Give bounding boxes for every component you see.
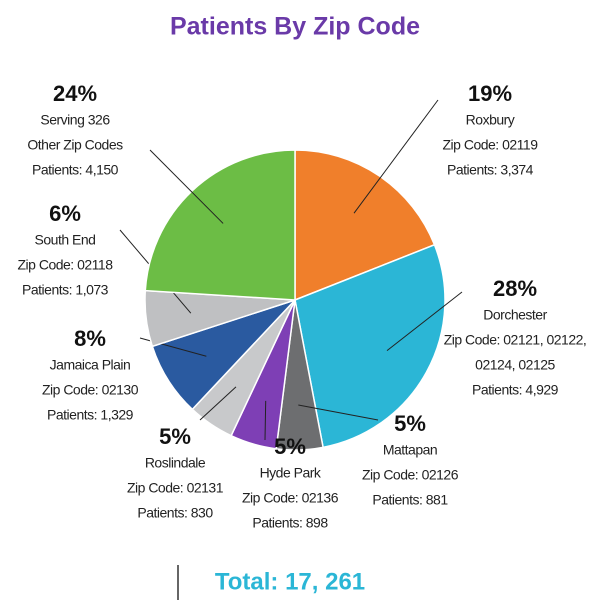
- category-label: Serving 326: [40, 112, 110, 128]
- detail-label: Patients: 1,329: [47, 407, 134, 423]
- detail-label: Patients: 1,073: [22, 282, 109, 298]
- percent-label: 8%: [74, 326, 106, 351]
- pie-slice: [144, 149, 296, 301]
- detail-label: Patients: 830: [137, 505, 213, 521]
- detail-label: Zip Code: 02118: [18, 257, 114, 273]
- leader-line: [264, 400, 267, 441]
- leader-line: [386, 291, 463, 351]
- percent-label: 6%: [49, 201, 81, 226]
- detail-label: Zip Code: 02121, 02122,: [444, 332, 587, 348]
- detail-label: Patients: 4,150: [32, 162, 119, 178]
- chart-title: Patients By Zip Code: [170, 13, 420, 41]
- category-label: Hyde Park: [260, 465, 322, 481]
- percent-label: 24%: [53, 81, 97, 106]
- percent-label: 5%: [394, 411, 426, 436]
- percent-label: 19%: [468, 81, 512, 106]
- percent-label: 5%: [159, 424, 191, 449]
- detail-label: Zip Code: 02119: [443, 137, 539, 153]
- leader-line: [199, 386, 237, 421]
- category-label: Mattapan: [383, 442, 437, 458]
- percent-label: 28%: [493, 276, 537, 301]
- category-label: South End: [35, 232, 96, 248]
- pie-slice: [294, 149, 436, 302]
- detail-label: Patients: 881: [372, 492, 448, 508]
- category-label: Jamaica Plain: [50, 357, 131, 373]
- detail-label: Patients: 3,374: [447, 162, 534, 178]
- detail-label: Zip Code: 02136: [242, 490, 339, 506]
- leader-line: [298, 404, 379, 421]
- detail-label: Patients: 898: [252, 515, 328, 531]
- category-label: Dorchester: [483, 307, 547, 323]
- detail-label: 02124, 02125: [475, 357, 555, 373]
- detail-label: Zip Code: 02131: [127, 480, 224, 496]
- total: Total: 17, 261: [215, 568, 365, 595]
- detail-label: Patients: 4,929: [472, 382, 559, 398]
- leader-line: [353, 99, 439, 214]
- detail-label: Zip Code: 02126: [362, 467, 459, 483]
- detail-label: Other Zip Codes: [27, 137, 123, 153]
- pie-slice: [294, 243, 446, 449]
- category-label: Roslindale: [145, 455, 206, 471]
- leader-line: [149, 149, 224, 224]
- category-label: Roxbury: [466, 112, 515, 128]
- percent-label: 5%: [274, 434, 306, 459]
- detail-label: Zip Code: 02130: [42, 382, 139, 398]
